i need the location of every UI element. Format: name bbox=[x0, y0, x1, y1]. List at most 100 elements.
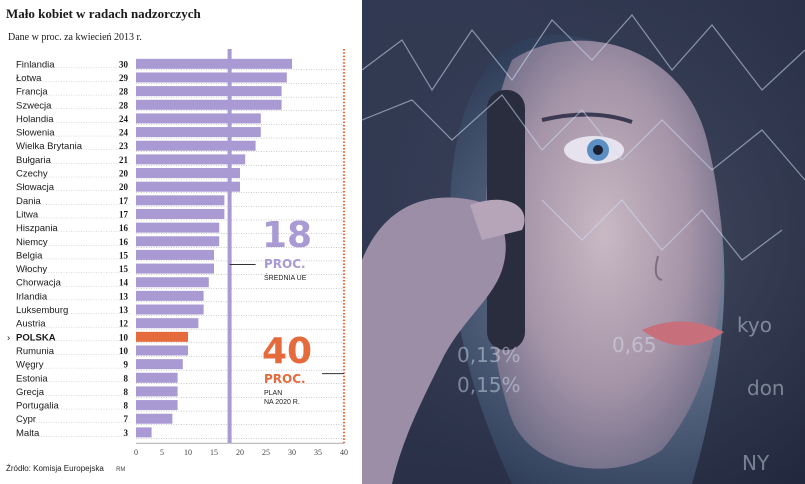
value-label: 3 bbox=[124, 428, 129, 438]
bar bbox=[136, 427, 152, 438]
value-label: 13 bbox=[119, 305, 129, 315]
bar bbox=[136, 331, 188, 342]
category-label: Łotwa bbox=[16, 73, 42, 84]
plan-label-line2: NA 2020 R. bbox=[264, 399, 300, 406]
author-initials: RM bbox=[116, 467, 126, 473]
value-label: 8 bbox=[124, 401, 129, 411]
x-tick-label: 0 bbox=[134, 448, 138, 457]
bar bbox=[136, 99, 282, 110]
value-label: 21 bbox=[119, 155, 129, 165]
value-label: 16 bbox=[119, 223, 129, 233]
bar bbox=[136, 195, 225, 206]
bar bbox=[136, 318, 199, 329]
value-label: 13 bbox=[119, 291, 129, 301]
svg-text:kyo: kyo bbox=[737, 313, 772, 337]
highlight-marker: › bbox=[7, 332, 10, 343]
svg-text:0,15%: 0,15% bbox=[457, 373, 521, 397]
category-label: Chorwacja bbox=[16, 278, 62, 289]
plan-unit: PROC. bbox=[264, 372, 306, 386]
value-label: 15 bbox=[119, 264, 129, 274]
category-label: Bułgaria bbox=[16, 155, 52, 166]
bar bbox=[136, 277, 209, 288]
bar bbox=[136, 86, 282, 97]
category-label: Czechy bbox=[16, 169, 48, 180]
category-label: Luksemburg bbox=[16, 305, 68, 316]
average-unit: PROC. bbox=[264, 257, 306, 271]
value-label: 29 bbox=[119, 73, 129, 83]
bar bbox=[136, 249, 214, 260]
average-number: 18 bbox=[262, 215, 312, 256]
value-label: 28 bbox=[119, 87, 129, 97]
chart-subtitle: Dane w proc. za kwiecień 2013 r. bbox=[8, 32, 142, 43]
category-label: Węgry bbox=[16, 360, 44, 371]
x-tick-label: 10 bbox=[184, 448, 192, 457]
photo-illustration: 0,13% 0,15% 0,65 kyo don NY bbox=[362, 0, 805, 484]
value-label: 23 bbox=[119, 141, 129, 151]
category-label: Niemcy bbox=[16, 237, 48, 248]
bar bbox=[136, 345, 188, 356]
svg-text:don: don bbox=[747, 376, 785, 400]
category-label: Estonia bbox=[16, 373, 48, 384]
plan-number: 40 bbox=[262, 331, 312, 372]
value-label: 7 bbox=[124, 414, 129, 424]
category-label: Słowenia bbox=[16, 128, 55, 139]
x-tick-label: 20 bbox=[236, 448, 244, 457]
x-tick-label: 5 bbox=[160, 448, 164, 457]
bar bbox=[136, 359, 183, 370]
value-label: 20 bbox=[119, 169, 129, 179]
bar bbox=[136, 113, 261, 124]
photo-woman-on-phone: 0,13% 0,15% 0,65 kyo don NY bbox=[362, 0, 805, 484]
value-label: 17 bbox=[119, 196, 129, 206]
value-label: 16 bbox=[119, 237, 129, 247]
value-label: 8 bbox=[124, 387, 129, 397]
bar bbox=[136, 168, 240, 179]
bar bbox=[136, 290, 204, 301]
value-label: 24 bbox=[119, 128, 129, 138]
bar bbox=[136, 127, 261, 138]
category-label: Dania bbox=[16, 196, 42, 207]
bar bbox=[136, 208, 225, 219]
category-label: Litwa bbox=[16, 209, 39, 220]
category-label: Wielka Brytania bbox=[16, 141, 83, 152]
value-label: 15 bbox=[119, 250, 129, 260]
bar bbox=[136, 58, 292, 69]
value-label: 9 bbox=[124, 360, 129, 370]
category-label: Finlandia bbox=[16, 59, 55, 70]
bar bbox=[136, 263, 214, 274]
value-label: 20 bbox=[119, 182, 129, 192]
svg-text:0,13%: 0,13% bbox=[457, 343, 521, 367]
x-tick-label: 40 bbox=[340, 448, 348, 457]
chart-title: Mało kobiet w radach nadzorczych bbox=[6, 6, 201, 21]
category-label: Holandia bbox=[16, 114, 54, 125]
bar bbox=[136, 400, 178, 411]
x-tick-label: 25 bbox=[262, 448, 270, 457]
bar bbox=[136, 304, 204, 315]
bar bbox=[136, 154, 246, 165]
category-label: Francja bbox=[16, 87, 48, 98]
plan-label-line1: PLAN bbox=[264, 390, 282, 397]
bar bbox=[136, 413, 173, 424]
value-label: 14 bbox=[119, 278, 129, 288]
bar bbox=[136, 222, 220, 233]
bar bbox=[136, 386, 178, 397]
average-label: ŚREDNIA UE bbox=[264, 273, 307, 282]
category-label: POLSKA bbox=[16, 332, 56, 343]
value-label: 30 bbox=[119, 59, 129, 69]
value-label: 8 bbox=[124, 373, 129, 383]
category-label: Malta bbox=[16, 428, 40, 439]
x-tick-label: 35 bbox=[314, 448, 322, 457]
category-label: Szwecja bbox=[16, 100, 52, 111]
category-label: Belgia bbox=[16, 250, 43, 261]
value-label: 10 bbox=[119, 346, 129, 356]
category-label: Portugalia bbox=[16, 401, 59, 412]
category-label: Irlandia bbox=[16, 291, 48, 302]
x-tick-label: 15 bbox=[210, 448, 218, 457]
category-label: Włochy bbox=[16, 264, 47, 275]
value-label: 24 bbox=[119, 114, 129, 124]
category-label: Rumunia bbox=[16, 346, 55, 357]
svg-text:NY: NY bbox=[742, 451, 770, 475]
bar bbox=[136, 140, 256, 151]
value-label: 28 bbox=[119, 100, 129, 110]
category-label: Hiszpania bbox=[16, 223, 58, 234]
